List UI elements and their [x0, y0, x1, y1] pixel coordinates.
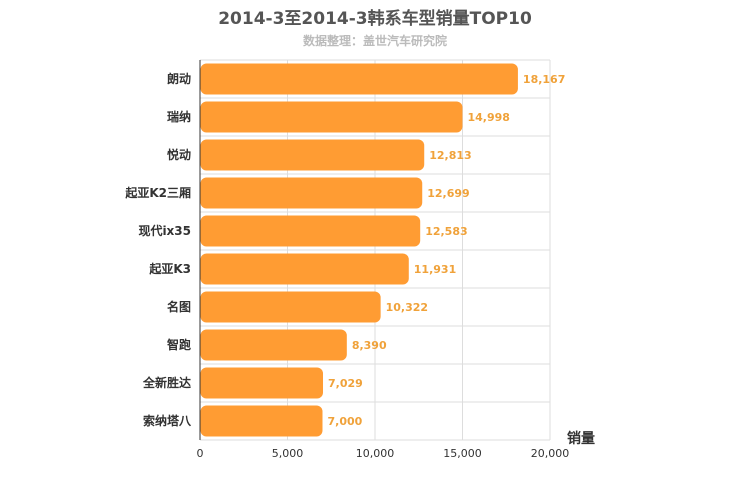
bar: [200, 101, 463, 133]
bar: [200, 405, 323, 437]
data-label: 11,931: [414, 263, 456, 276]
bar: [200, 291, 381, 323]
category-label: 起亚K2三厢: [124, 185, 191, 200]
data-label: 18,167: [523, 73, 565, 86]
category-label: 朗动: [167, 71, 191, 86]
category-label: 智跑: [166, 337, 191, 352]
data-label: 7,029: [328, 377, 363, 390]
category-label: 索纳塔八: [143, 413, 192, 428]
labels: 0 5,000 10,000 15,000 20,000 朗动 18,167 瑞纳 14,998…: [124, 71, 569, 460]
bar: [200, 367, 324, 399]
category-label: 瑞纳: [167, 109, 191, 124]
x-tick-label: 5,000: [272, 447, 304, 460]
category-label: 起亚K3: [148, 261, 191, 276]
chart-subtitle: 数据整理：盖世汽车研究院: [302, 34, 447, 48]
bar: [200, 177, 423, 209]
data-label: 12,699: [427, 187, 469, 200]
category-label: 全新胜达: [142, 375, 191, 390]
x-tick-label: 20,000: [531, 447, 570, 460]
bar: [200, 253, 409, 285]
x-axis-title: 销量: [567, 430, 595, 447]
chart-title: 2014-3至2014-3韩系车型销量TOP10: [218, 9, 532, 29]
category-label: 名图: [167, 299, 191, 314]
category-label: 悦动: [167, 147, 191, 162]
data-label: 10,322: [386, 301, 428, 314]
bar: [200, 63, 518, 95]
x-tick-label: 0: [197, 447, 204, 460]
x-tick-label: 15,000: [443, 447, 482, 460]
category-label: 现代ix35: [138, 223, 191, 238]
bars: [200, 63, 518, 437]
data-label: 12,813: [429, 149, 471, 162]
data-label: 14,998: [467, 111, 509, 124]
data-label: 7,000: [328, 415, 363, 428]
bar: [200, 329, 347, 361]
bar: [200, 215, 421, 247]
data-label: 12,583: [425, 225, 467, 238]
data-label: 8,390: [352, 339, 387, 352]
bar: [200, 139, 425, 171]
x-tick-label: 10,000: [356, 447, 395, 460]
